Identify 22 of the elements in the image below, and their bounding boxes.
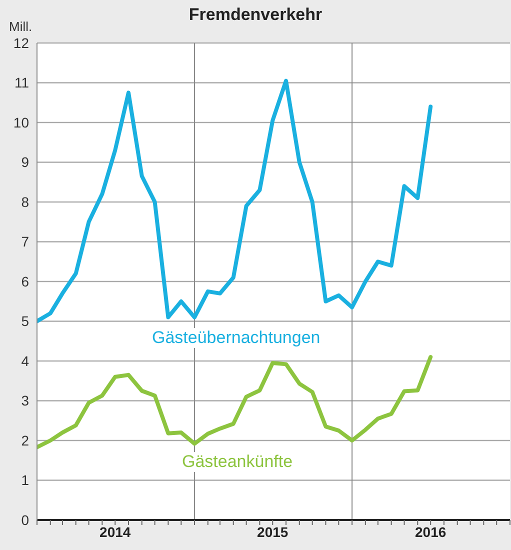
y-tick-label: 0 xyxy=(21,512,30,528)
x-tick-label: 2016 xyxy=(415,524,446,540)
y-tick-label: 4 xyxy=(21,352,30,369)
y-tick-label: 7 xyxy=(21,234,30,250)
series-label: Gästeübernachtungen xyxy=(150,328,322,348)
y-tick-label: 10 xyxy=(13,114,30,130)
series-label: Gästeankünfte xyxy=(180,452,295,472)
y-tick-label: 11 xyxy=(14,74,30,91)
y-tick-label: 2 xyxy=(21,432,30,448)
chart-title: Fremdenverkehr xyxy=(188,5,322,24)
y-axis-title: Mill. xyxy=(9,19,32,34)
line-series xyxy=(37,78,433,324)
x-tick-label: 2014 xyxy=(100,524,131,540)
y-tick-label: 5 xyxy=(21,313,30,330)
x-tick-label: 2015 xyxy=(257,524,288,540)
y-tick-label: 8 xyxy=(21,194,30,210)
line-series xyxy=(37,355,433,450)
y-tick-label: 9 xyxy=(21,154,30,170)
y-tick-label: 1 xyxy=(21,472,30,488)
y-tick-label: 12 xyxy=(13,34,30,51)
y-tick-label: 3 xyxy=(21,392,30,409)
y-tick-label: 6 xyxy=(21,273,30,290)
